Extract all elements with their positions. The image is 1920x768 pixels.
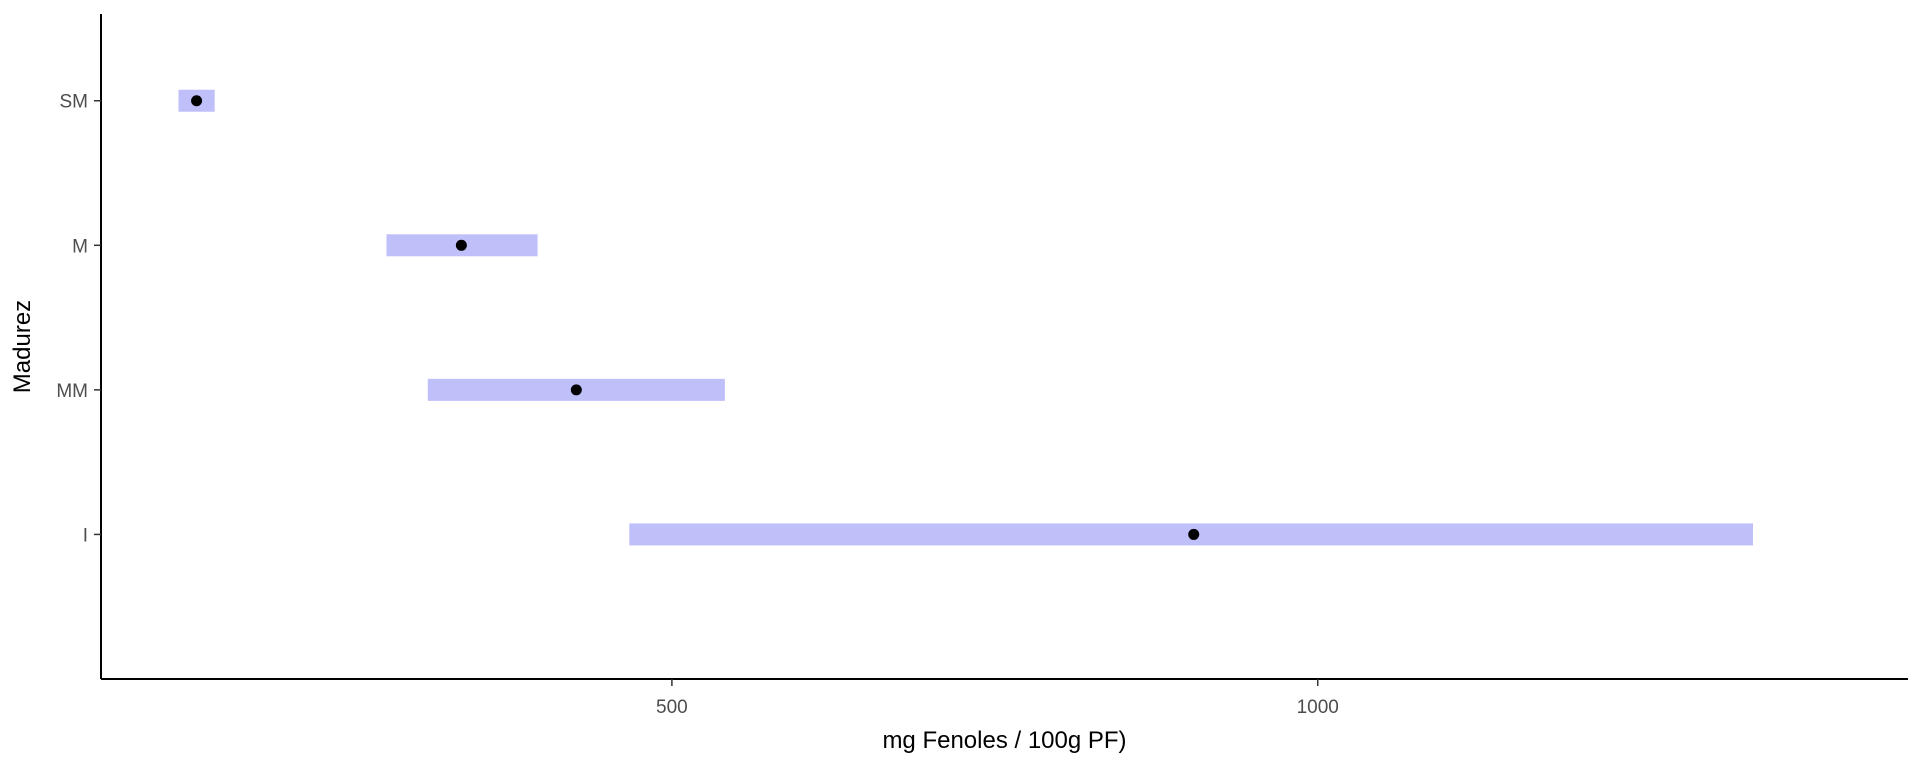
y-tick-label: I (83, 525, 88, 546)
x-axis-title: mg Fenoles / 100g PF) (882, 727, 1126, 754)
mean-point-m (455, 239, 467, 251)
mean-point-sm (191, 95, 203, 107)
y-axis-title: Madurez (9, 300, 36, 393)
x-axis-ticks: 500 1000 (656, 679, 1339, 718)
mean-point-mm (570, 384, 582, 396)
x-tick-label: 1000 (1297, 697, 1339, 718)
y-tick-label: SM (60, 92, 89, 113)
mean-point-i (1188, 528, 1200, 540)
mean-points (191, 95, 1200, 540)
y-tick-label: MM (56, 381, 88, 402)
range-bars (178, 89, 1754, 546)
y-tick-label: M (72, 236, 88, 257)
x-tick-label: 500 (656, 697, 688, 718)
